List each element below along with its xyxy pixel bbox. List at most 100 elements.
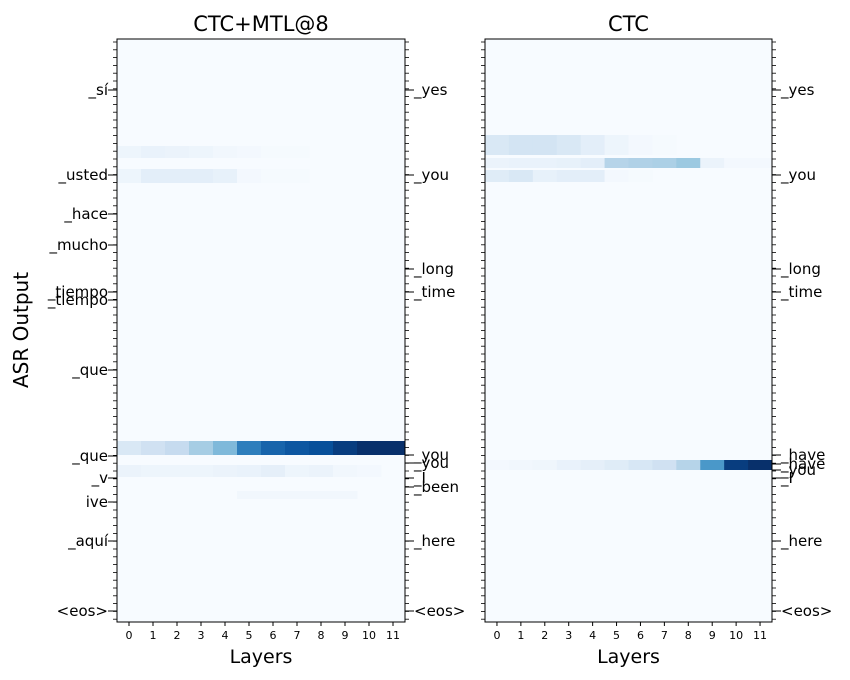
heatmap-cell [141,465,166,477]
heatmap-cell [700,158,725,168]
y-tick-label-right: _time [413,283,455,302]
y-tick-label-left: _que [71,361,108,380]
heatmap-cell [237,169,262,183]
heatmap-panel-ctc: 0 1 2 3 4 5 6 7 8 9 10 11 _yes _you _long _time _have_ha… [481,12,832,668]
x-tick-label: 3 [565,629,572,642]
heatmap-cell [165,146,190,158]
heatmap-cell [213,146,238,158]
y-tick-label-right: _you [413,166,449,185]
y-tick-label-right: _you [413,454,449,473]
heatmap-cell [628,460,653,470]
x-tick-label: 10 [729,629,743,642]
x-tick-label: 7 [661,629,668,642]
y-tick-label-right: _you [413,446,449,465]
x-tick-label: 2 [174,629,181,642]
chart-title: CTC [608,12,649,36]
y-tick-label-left: _aquí [67,532,109,551]
heatmap-cell [333,441,358,455]
x-tick-label: 10 [362,629,376,642]
heatmap-cell [556,170,582,182]
y-tick-label-right: _yes [780,81,815,100]
heatmap-cell [485,460,510,470]
x-tick-label: 9 [709,629,716,642]
y-tick-label-right: _I [780,469,793,488]
y-tick-label-right: _here [413,532,455,551]
heatmap-cell [189,441,214,455]
heatmap-cell [285,169,310,183]
heatmap-cell [652,158,677,168]
y-tick-label-right: _here [780,532,822,551]
heatmap-cell [628,158,653,168]
heatmap-cell [261,169,286,183]
heatmap-cell [165,465,190,477]
heatmap-cell [117,465,142,477]
y-tick-label-right: _been [413,478,459,497]
heatmap-cell [333,465,358,477]
heatmap-cell [165,169,190,183]
heatmap-panel-ctc-mtl: 0 1 2 3 4 5 6 7 8 9 10 11 _sí _usted _hace _mucho _tiemp… [47,12,465,668]
heatmap-cell [285,441,310,455]
heatmap-cell [604,460,629,470]
heatmap-cell [189,146,214,158]
x-tick-label: 8 [685,629,692,642]
y-tick-label-left: _usted [58,166,108,185]
heatmap-cell [556,135,582,155]
y-tick-label-left: _sí [88,81,109,100]
heatmap-cell [748,460,773,470]
heatmap-cell [237,146,262,158]
heatmap-cell [485,170,510,182]
x-tick-label: 8 [318,629,325,642]
y-tick-label-right: _I [413,469,426,488]
heatmap-cell [628,170,653,182]
x-tick-label: 0 [493,629,500,642]
heatmap-background [485,39,772,622]
y-tick-label-right: _have [780,446,825,465]
heatmap-cell [604,135,629,155]
y-tick-label-right: _long [413,260,454,279]
heatmap-cell [580,158,606,168]
heatmap-cell [261,491,286,499]
x-tick-label: 6 [270,629,277,642]
y-tick-label-left: _hace [63,205,108,224]
heatmap-cell [117,146,142,158]
heatmap-cell [485,158,510,168]
heatmap-cell [261,441,286,455]
y-tick-label-right: _have [780,455,825,474]
x-tick-label: 3 [198,629,205,642]
y-tick-label-right: _time [780,283,822,302]
x-tick-label: 11 [386,629,400,642]
x-tick-label: 9 [342,629,349,642]
heatmap-cell [213,441,238,455]
heatmap-cell [237,465,262,477]
heatmap-cell [309,491,334,499]
heatmap-cell [141,441,166,455]
y-tick-label-right: _long [780,260,821,279]
heatmap-cell [508,135,534,155]
y-tick-label-left: _tiempo [47,283,108,302]
x-tick-label: 5 [613,629,620,642]
heatmap-cell [165,441,190,455]
x-tick-label: 5 [246,629,253,642]
heatmap-cell [285,465,310,477]
heatmap-cell [604,158,629,168]
x-tick-label: 7 [294,629,301,642]
heatmap-cell [532,158,558,168]
x-tick-label: 0 [126,629,133,642]
y-tick-label-left: _mucho [48,236,108,255]
x-tick-label: 1 [517,629,524,642]
heatmap-cell [532,460,558,470]
heatmap-cell [508,158,534,168]
y-tick-label-left: ive [86,493,108,511]
heatmap-cell [556,460,582,470]
x-tick-label: 2 [541,629,548,642]
heatmap-cell [357,465,382,477]
y-tick-label-right: _yes [413,81,448,100]
heatmap-cell [748,158,773,168]
heatmap-cell [532,135,558,155]
figure-ylabel: ASR Output [9,272,33,388]
heatmap-cell [117,441,142,455]
heatmap-cell [141,169,166,183]
heatmap-cell [532,170,558,182]
x-axis-label: Layers [597,646,660,668]
heatmap-cell [604,170,629,182]
